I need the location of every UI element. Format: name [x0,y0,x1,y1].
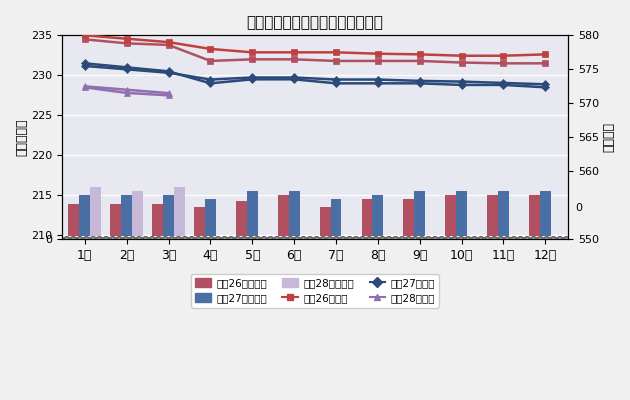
Bar [247,191,258,239]
Bar [121,195,132,239]
Bar [445,195,456,239]
Bar [90,187,101,239]
Y-axis label: （千人）: （千人） [602,122,615,152]
Bar [456,191,467,239]
Title: 鴥取県の推計人口・世帯数の推移: 鴥取県の推計人口・世帯数の推移 [246,15,384,30]
Bar [79,195,90,239]
Bar [278,195,289,239]
Bar [62,236,568,239]
Bar [487,195,498,239]
Bar [236,201,247,239]
Bar [529,195,540,239]
Y-axis label: （千世帯）: （千世帯） [15,118,28,156]
Bar [498,191,509,239]
Bar [194,207,205,239]
Bar [362,199,372,239]
Text: 0: 0 [575,203,582,213]
Legend: 平成26年世帯数, 平成27年世帯数, 平成28年世帯数, 平成26年人口, 平成27年人口, 平成28年人口: 平成26年世帯数, 平成27年世帯数, 平成28年世帯数, 平成26年人口, 平… [191,274,439,308]
Bar [289,191,300,239]
Bar [69,204,79,239]
Bar [415,191,425,239]
Bar [540,190,551,239]
Bar [132,190,143,239]
Bar [163,195,174,239]
Bar [331,199,341,239]
Bar [403,199,415,239]
Bar [152,204,163,239]
Bar [319,206,331,239]
Bar [174,187,185,239]
Bar [372,195,383,239]
Bar [205,199,216,239]
Bar [110,204,121,239]
